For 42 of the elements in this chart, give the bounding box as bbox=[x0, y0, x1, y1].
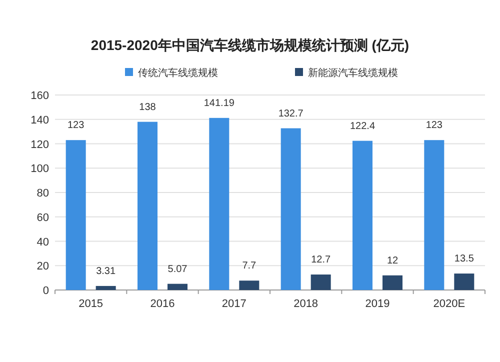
bar bbox=[138, 122, 158, 290]
y-tick-label: 80 bbox=[36, 188, 49, 200]
data-label: 141.19 bbox=[204, 98, 235, 109]
bar bbox=[382, 275, 402, 290]
data-label: 5.07 bbox=[168, 264, 188, 275]
y-tick-label: 140 bbox=[30, 114, 49, 126]
y-tick-label: 60 bbox=[36, 212, 49, 224]
x-tick-label: 2020E bbox=[433, 298, 466, 310]
bar bbox=[168, 284, 188, 290]
x-tick-label: 2019 bbox=[365, 298, 390, 310]
data-label: 138 bbox=[139, 102, 156, 113]
x-tick-label: 2018 bbox=[294, 298, 318, 310]
x-tick-label: 2017 bbox=[222, 298, 246, 310]
y-tick-label: 160 bbox=[30, 90, 49, 102]
y-tick-label: 0 bbox=[42, 285, 49, 297]
bar bbox=[310, 274, 331, 290]
data-label: 123 bbox=[426, 120, 443, 132]
bar bbox=[239, 280, 260, 290]
bar bbox=[209, 118, 230, 290]
data-label: 122.4 bbox=[350, 120, 376, 132]
y-tick-label: 20 bbox=[36, 260, 49, 273]
data-label: 12.7 bbox=[311, 254, 331, 266]
y-tick-label: 40 bbox=[36, 236, 49, 248]
y-tick-label: 100 bbox=[30, 163, 49, 176]
bar bbox=[352, 140, 372, 290]
data-label: 123 bbox=[67, 120, 85, 132]
bar bbox=[454, 274, 474, 290]
bar bbox=[280, 128, 301, 290]
data-label: 7.7 bbox=[242, 260, 257, 272]
y-tick-label: 120 bbox=[30, 138, 49, 151]
legend-label: 传统汽车线缆规模 bbox=[138, 67, 218, 79]
bar bbox=[96, 286, 116, 290]
x-tick-label: 2015 bbox=[78, 298, 104, 310]
bar bbox=[424, 140, 444, 290]
x-tick-label: 2016 bbox=[150, 298, 175, 310]
data-label: 3.31 bbox=[96, 266, 116, 277]
data-label: 12 bbox=[386, 255, 398, 266]
data-label: 13.5 bbox=[454, 254, 474, 265]
chart-title: 2015-2020年中国汽车线缆市场规模统计预测 (亿元) bbox=[90, 37, 410, 53]
bar bbox=[66, 140, 86, 290]
legend-label: 新能源汽车线缆规模 bbox=[308, 67, 398, 79]
data-label: 132.7 bbox=[278, 108, 304, 120]
